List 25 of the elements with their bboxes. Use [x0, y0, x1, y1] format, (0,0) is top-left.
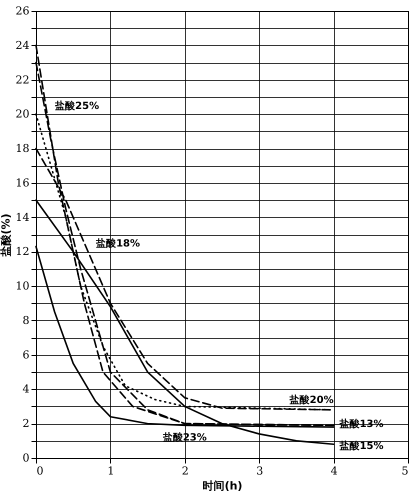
x-tick-label: 5: [402, 464, 408, 478]
series-label: 盐酸15%: [338, 440, 384, 452]
y-tick-label: 22: [16, 73, 30, 86]
y-tick-label: 26: [16, 4, 30, 18]
x-axis-title: 时间(h): [202, 480, 242, 492]
x-tick-label: 1: [107, 464, 114, 478]
y-tick-label: 2: [22, 417, 30, 430]
y-tick-label: 12: [16, 245, 30, 258]
series-label: 盐酸25%: [54, 100, 100, 112]
y-tick-label: 20: [16, 108, 30, 121]
y-tick-label: 18: [16, 142, 30, 156]
y-tick-label: 8: [22, 314, 30, 327]
y-axis-title: 盐酸(%): [0, 213, 13, 258]
y-tick-label: 0: [22, 452, 30, 464]
y-tick-label: 16: [16, 176, 30, 190]
y-tick-label: 10: [16, 280, 30, 293]
x-tick-label: 2: [182, 464, 189, 478]
x-tick-label: 4: [330, 464, 338, 478]
y-tick-label: 14: [16, 210, 30, 224]
y-tick-label: 24: [16, 38, 30, 52]
x-tick-label: 0: [36, 464, 44, 478]
y-tick-label: 6: [22, 348, 30, 362]
x-tick-label: 3: [256, 464, 264, 478]
series-label: 盐酸20%: [288, 394, 334, 406]
y-tick-label: 4: [22, 382, 30, 396]
